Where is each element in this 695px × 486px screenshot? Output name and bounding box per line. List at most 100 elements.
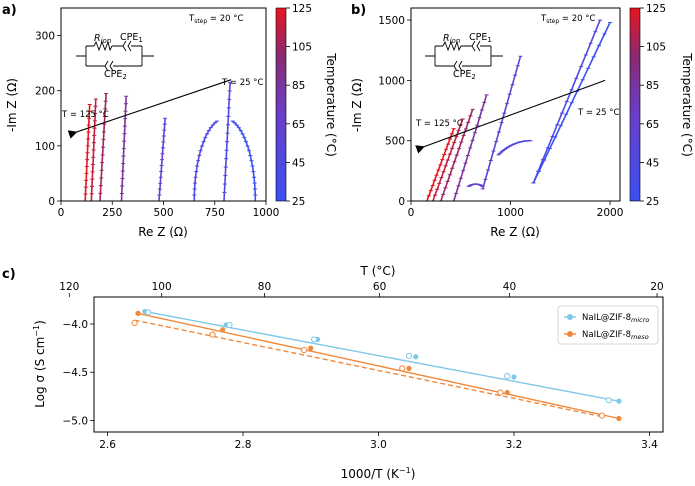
data-point-1 <box>308 345 314 351</box>
data-point-1 <box>406 365 412 371</box>
panel-c-frame <box>93 296 664 433</box>
panel-b-frame <box>410 7 621 202</box>
data-point-3 <box>145 309 152 316</box>
x-tick-label: 2000 <box>597 207 624 219</box>
colorbar-tick-label: 25 <box>292 196 305 208</box>
panel-a-colorbar <box>275 7 287 202</box>
fit-line-1 <box>137 312 620 420</box>
colorbar-tick-label: 105 <box>292 42 312 54</box>
data-point-1 <box>616 415 622 422</box>
x-tick-label: 2.6 <box>99 439 116 451</box>
x-tick-label: 0 <box>58 207 65 219</box>
circuit-resistor-icon <box>442 40 462 52</box>
panel-a-plot: 0 250 500 750 1000 0 100 200 300 25 45 65 85 105 125 <box>35 3 312 219</box>
circuit-cpe1-label: CPE1 <box>120 32 143 44</box>
panel-b-ylabel: -Im Z (Ω) <box>350 78 364 132</box>
colorbar-tick-label: 105 <box>646 42 666 54</box>
x-tick-label: 0 <box>408 207 415 219</box>
svg-text:NaIL@ZIF-8micro: NaIL@ZIF-8micro <box>582 313 649 324</box>
y-tick-label: 200 <box>35 86 55 98</box>
panel-c-legend: NaIL@ZIF-8micro NaIL@ZIF-8meso <box>557 305 659 345</box>
circuit-r-label: Rion <box>443 33 460 45</box>
panel-a-tstep: Tstep = 20 °C <box>188 14 243 25</box>
y-tick-label: 300 <box>35 31 55 43</box>
colorbar-tick-label: 85 <box>646 80 659 92</box>
data-point-0 <box>616 398 622 404</box>
x-tick-label: 2.8 <box>235 439 252 451</box>
temperature-arrow <box>67 79 232 139</box>
panel-a-label: a) <box>2 3 17 18</box>
panel-b-t125-label: T = 125 °C <box>415 119 463 129</box>
colorbar-tick-label: 85 <box>292 80 305 92</box>
data-point-3 <box>605 397 612 404</box>
panel-b-circuit: Rion CPE1 CPE2 <box>425 32 503 81</box>
y-tick-label: 0 <box>398 196 405 208</box>
data-point-2 <box>497 389 504 396</box>
x-tick-label: 1000 <box>253 207 280 219</box>
y-tick-label: 100 <box>35 141 55 153</box>
colorbar-tick-label: 125 <box>292 3 312 15</box>
y-tick-label: −4.0 <box>63 319 89 331</box>
series-line-45 <box>497 139 531 156</box>
panel-a-xlabel: Re Z (Ω) <box>138 225 188 239</box>
colorbar-tick-label: 65 <box>292 119 305 131</box>
x-tick-label: 3.4 <box>641 439 658 451</box>
panel-a-frame <box>60 7 267 202</box>
circuit-cpe2-icon <box>453 60 463 72</box>
colorbar-tick-label: 45 <box>646 157 659 169</box>
x-tick-label: 750 <box>205 207 225 219</box>
x-tick-label: 3.2 <box>506 439 523 451</box>
panel-c: c) 2.6 2.8 3.0 3.2 3.4 −4.0 −4.5 −5.0 120 100 80 60… <box>2 264 664 481</box>
panel-a-circuit: Rion CPE1 CPE2 <box>76 32 154 81</box>
y-tick-label: 1000 <box>378 75 405 87</box>
fit-line-0 <box>144 310 620 402</box>
data-point-2 <box>300 346 308 354</box>
circuit-cpe1-icon <box>471 40 481 52</box>
colorbar-tick-label: 65 <box>646 119 659 131</box>
top-tick-label: 120 <box>59 281 79 293</box>
y-tick-label: 500 <box>385 136 405 148</box>
y-tick-label: 1500 <box>378 15 405 27</box>
colorbar-tick-label: 25 <box>646 196 659 208</box>
panel-a-t125-label: T = 125 °C <box>61 110 109 120</box>
data-point-0 <box>511 374 517 380</box>
y-tick-label: 0 <box>48 196 55 208</box>
panel-c-plot: 2.6 2.8 3.0 3.2 3.4 −4.0 −4.5 −5.0 120 100 80 60 40 2… <box>59 281 663 451</box>
data-point-2 <box>399 365 406 372</box>
panel-a: a) 0 250 500 750 1000 0 100 200 300 25 45 65 85 105 12… <box>2 3 338 239</box>
top-tick-label: 100 <box>152 281 172 293</box>
data-point-2 <box>209 331 216 338</box>
circuit-cpe1-icon <box>122 40 132 52</box>
temperature-arrow <box>415 79 606 154</box>
data-point-1 <box>220 327 226 333</box>
colorbar-tick-label: 125 <box>646 3 666 15</box>
circuit-cpe2-label: CPE2 <box>104 69 127 81</box>
panel-c-top-xlabel: T (°C) <box>360 264 396 278</box>
data-point-3 <box>504 372 511 380</box>
data-point-1 <box>135 310 141 316</box>
data-point-3 <box>405 352 413 359</box>
top-tick-label: 20 <box>650 281 663 293</box>
panel-c-ylabel: Log σ (S cm−1) <box>32 320 47 408</box>
x-tick-label: 500 <box>153 207 173 219</box>
x-tick-label: 3.0 <box>370 439 387 451</box>
y-tick-label: −4.5 <box>63 367 89 379</box>
data-point-0 <box>413 354 419 360</box>
panel-b-colorbar <box>629 7 641 202</box>
data-point-1 <box>504 389 510 396</box>
panel-b-plot: 0 1000 2000 0 500 1000 1500 25 45 65 85 105 125 <box>378 3 666 219</box>
panel-a-t25-label: T = 25 °C <box>221 78 263 88</box>
circuit-cpe2-icon <box>104 60 114 72</box>
fit-line-2 <box>134 319 603 418</box>
legend-marker-meso <box>567 331 573 337</box>
data-point-3 <box>226 321 233 329</box>
circuit-cpe2-label: CPE2 <box>453 69 476 81</box>
data-point-2 <box>598 412 606 419</box>
panel-b-t25-label: T = 25 °C <box>577 108 619 118</box>
circuit-r-label: Rion <box>94 33 111 45</box>
legend-marker-micro <box>567 314 573 320</box>
legend-box <box>557 305 659 345</box>
panel-c-xlabel: 1000/T (K−1) <box>341 466 416 481</box>
top-tick-label: 40 <box>503 281 516 293</box>
